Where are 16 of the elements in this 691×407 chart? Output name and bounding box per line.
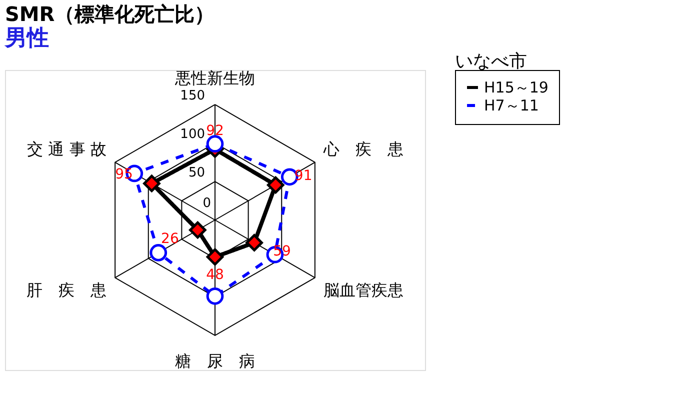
legend-label: H15～19 [484,78,548,96]
legend-label: H7～11 [484,96,539,114]
text: いなべ市 [455,51,527,72]
y-tick-label: 150 [180,88,205,104]
y-tick-label: 50 [188,166,205,181]
data-label: 26 [161,231,179,247]
chart-title: SMR（標準化死亡比） [5,2,215,26]
chart-subtitle: 男性 [4,26,49,51]
y-tick-label: 0 [202,196,211,211]
spoke-label: 脳血管疾患 [324,280,404,300]
spoke-label: 糖 尿 病 [175,351,255,370]
spoke-label: 肝 疾 患 [26,280,106,300]
spoke-label: 交 通 事 故 [27,139,106,158]
spoke-label: 心 疾 患 [322,139,404,158]
y-tick-label: 100 [180,127,205,142]
spoke-label: 悪性新生物 [174,68,255,88]
